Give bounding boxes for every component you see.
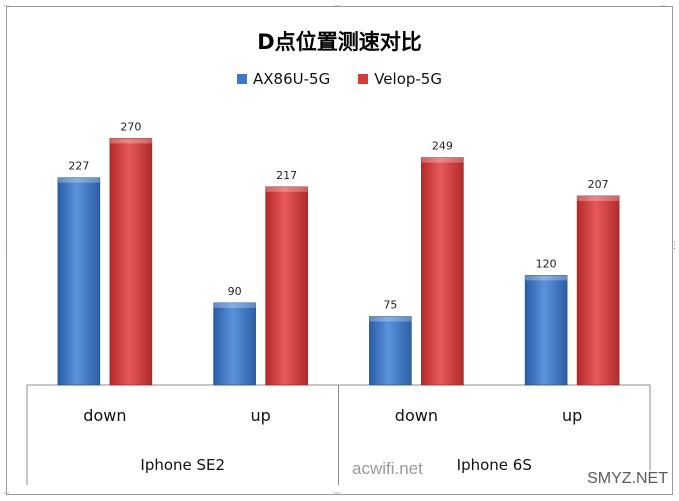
x-tick-label: up bbox=[250, 406, 270, 425]
resize-handle-bottom[interactable]: ···· bbox=[333, 489, 342, 499]
data-label: 270 bbox=[120, 120, 141, 133]
bar bbox=[421, 157, 464, 386]
bar bbox=[109, 138, 153, 386]
bar-highlight bbox=[265, 186, 308, 192]
resize-handle-right[interactable]: ⋮ bbox=[670, 241, 679, 251]
x-tick-label: down bbox=[395, 406, 438, 425]
bar-highlight bbox=[109, 138, 152, 144]
bar bbox=[57, 177, 101, 386]
watermark-acwifi: acwifi.net bbox=[352, 459, 423, 478]
legend-swatch-series-1 bbox=[237, 74, 248, 84]
bar bbox=[369, 316, 412, 386]
bar-highlight bbox=[57, 177, 100, 183]
bar bbox=[524, 275, 568, 386]
bar-highlight bbox=[369, 316, 412, 322]
legend: AX86U-5G Velop-5G bbox=[0, 70, 679, 88]
x-tick-label: up bbox=[562, 406, 582, 425]
resize-handle-top-right[interactable]: ··· bbox=[660, 2, 667, 12]
bar-highlight bbox=[577, 195, 620, 201]
bar bbox=[265, 186, 308, 386]
data-label: 217 bbox=[276, 169, 297, 182]
data-label: 120 bbox=[536, 257, 557, 270]
group-label: Iphone SE2 bbox=[140, 456, 225, 474]
bar bbox=[213, 302, 256, 386]
bar-highlight bbox=[421, 157, 464, 163]
bar-highlight bbox=[525, 275, 568, 281]
data-label: 249 bbox=[432, 140, 453, 153]
legend-entry-series-1: AX86U-5G bbox=[237, 70, 330, 88]
group-label: Iphone 6S bbox=[457, 456, 532, 474]
chart-title: D点位置测速对比 bbox=[257, 30, 422, 54]
legend-swatch-series-2 bbox=[358, 74, 369, 84]
legend-entry-series-2: Velop-5G bbox=[358, 70, 442, 88]
resize-handle-top[interactable]: ···· bbox=[333, 2, 342, 12]
legend-label-series-1: AX86U-5G bbox=[253, 70, 331, 88]
legend-label-series-2: Velop-5G bbox=[374, 70, 442, 88]
bar-highlight bbox=[213, 302, 256, 308]
x-tick-label: down bbox=[83, 406, 126, 425]
bar bbox=[576, 195, 620, 386]
resize-handle-top-left[interactable]: ··· bbox=[3, 2, 10, 12]
resize-handle-bottom-left[interactable]: ··· bbox=[3, 489, 10, 499]
resize-handle-left[interactable]: ⋮ bbox=[2, 241, 11, 251]
watermark-smyz: SMYZ.NET bbox=[584, 470, 671, 488]
data-label: 90 bbox=[228, 285, 242, 298]
data-label: 207 bbox=[588, 178, 609, 191]
data-label: 75 bbox=[383, 299, 397, 312]
data-label: 227 bbox=[68, 160, 89, 173]
